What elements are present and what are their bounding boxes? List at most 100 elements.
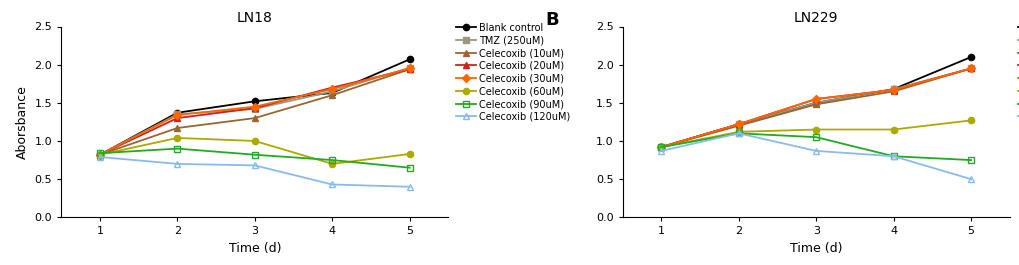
Celecoxib (120uM) [94,155,106,158]
TMZ (250uM) [404,66,416,69]
Blank control [964,55,976,59]
Celecoxib (10uM) [94,153,106,156]
Celecoxib (20uM) [171,117,183,120]
Blank control [94,153,106,156]
Title: LN18: LN18 [236,11,272,25]
Celecoxib (10uM) [732,124,744,127]
Blank control [404,58,416,61]
Celecoxib (10uM) [887,90,899,93]
Celecoxib (120uM) [809,149,821,152]
Celecoxib (60uM) [964,119,976,122]
Celecoxib (10uM) [964,67,976,70]
Celecoxib (120uM) [654,149,666,152]
Line: Blank control: Blank control [657,54,973,150]
Celecoxib (90uM) [404,166,416,169]
TMZ (250uM) [809,101,821,104]
Celecoxib (10uM) [171,126,183,130]
Blank control [809,101,821,104]
Celecoxib (20uM) [326,86,338,89]
X-axis label: Time (d): Time (d) [228,242,281,255]
Celecoxib (90uM) [732,132,744,135]
Celecoxib (90uM) [94,152,106,155]
Celecoxib (90uM) [654,145,666,149]
Celecoxib (120uM) [887,155,899,158]
TMZ (250uM) [326,90,338,93]
Celecoxib (120uM) [171,162,183,165]
Line: Celecoxib (30uM): Celecoxib (30uM) [657,65,973,150]
Line: Celecoxib (20uM): Celecoxib (20uM) [657,65,973,150]
Celecoxib (90uM) [326,158,338,162]
Celecoxib (30uM) [171,113,183,117]
X-axis label: Time (d): Time (d) [789,242,842,255]
Celecoxib (20uM) [404,68,416,71]
Celecoxib (30uM) [94,153,106,156]
Celecoxib (120uM) [732,132,744,135]
Celecoxib (10uM) [249,117,261,120]
Celecoxib (60uM) [732,130,744,133]
Celecoxib (10uM) [404,68,416,71]
Celecoxib (30uM) [732,123,744,126]
Blank control [249,100,261,103]
Celecoxib (90uM) [887,155,899,158]
Line: Celecoxib (10uM): Celecoxib (10uM) [657,65,973,150]
Celecoxib (60uM) [249,139,261,143]
Text: B: B [544,11,558,29]
Line: Celecoxib (10uM): Celecoxib (10uM) [97,66,413,158]
Celecoxib (10uM) [809,103,821,106]
Celecoxib (30uM) [809,98,821,101]
Celecoxib (20uM) [887,88,899,91]
Blank control [887,87,899,91]
Celecoxib (120uM) [326,183,338,186]
Blank control [732,123,744,126]
Celecoxib (30uM) [964,67,976,70]
TMZ (250uM) [732,123,744,126]
TMZ (250uM) [964,67,976,70]
Celecoxib (90uM) [249,153,261,156]
Celecoxib (20uM) [809,98,821,101]
Celecoxib (120uM) [964,178,976,181]
Celecoxib (20uM) [732,123,744,126]
TMZ (250uM) [249,107,261,111]
Blank control [654,145,666,149]
Celecoxib (30uM) [249,105,261,108]
Celecoxib (30uM) [404,67,416,70]
Celecoxib (120uM) [404,185,416,188]
Line: TMZ (250uM): TMZ (250uM) [657,65,973,150]
Celecoxib (30uM) [326,87,338,91]
TMZ (250uM) [887,87,899,91]
Line: Celecoxib (120uM): Celecoxib (120uM) [97,154,413,190]
Line: Celecoxib (90uM): Celecoxib (90uM) [97,145,413,171]
Celecoxib (10uM) [326,94,338,97]
Legend: Blank control, TMZ (250uM), Celecoxib (10uM), Celecoxib (20uM), Celecoxib (30uM): Blank control, TMZ (250uM), Celecoxib (1… [455,23,571,122]
Celecoxib (120uM) [249,164,261,167]
Title: LN229: LN229 [793,11,838,25]
Line: Blank control: Blank control [97,56,413,158]
Blank control [171,111,183,114]
Celecoxib (60uM) [887,128,899,131]
Line: Celecoxib (60uM): Celecoxib (60uM) [657,117,973,150]
Celecoxib (60uM) [94,153,106,156]
TMZ (250uM) [171,113,183,116]
Line: Celecoxib (90uM): Celecoxib (90uM) [657,130,973,163]
Blank control [326,91,338,95]
Celecoxib (90uM) [171,147,183,150]
Celecoxib (60uM) [809,128,821,131]
Y-axis label: Aborsbance: Aborsbance [16,85,29,159]
Line: TMZ (250uM): TMZ (250uM) [97,65,413,158]
Celecoxib (60uM) [404,152,416,156]
Celecoxib (60uM) [654,145,666,149]
Celecoxib (20uM) [964,67,976,70]
Line: Celecoxib (120uM): Celecoxib (120uM) [657,130,973,182]
Celecoxib (20uM) [654,145,666,149]
Celecoxib (30uM) [887,88,899,91]
Line: Celecoxib (20uM): Celecoxib (20uM) [97,66,413,158]
Celecoxib (20uM) [249,107,261,110]
Celecoxib (30uM) [654,145,666,149]
TMZ (250uM) [654,145,666,149]
Celecoxib (10uM) [654,145,666,149]
Celecoxib (90uM) [809,136,821,139]
Celecoxib (60uM) [326,162,338,165]
Celecoxib (20uM) [94,153,106,156]
Line: Celecoxib (60uM): Celecoxib (60uM) [97,135,413,167]
Legend: Blank control, TMZ (250uM), Celecoxib (10uM), Celecoxib (20uM), Celecoxib (30uM): Blank control, TMZ (250uM), Celecoxib (1… [1017,23,1019,122]
